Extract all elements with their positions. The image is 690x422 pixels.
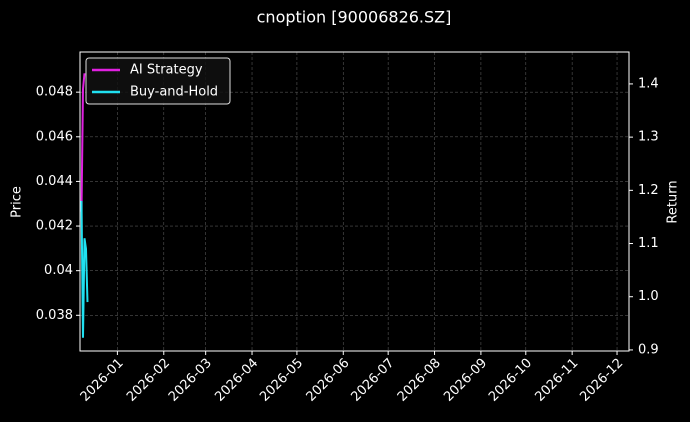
y-tick-label: 0.048	[36, 85, 73, 100]
legend-label: Buy-and-Hold	[130, 85, 218, 100]
plot-frame	[79, 51, 630, 352]
legend-box	[85, 57, 231, 105]
y2-axis-label: Return	[666, 180, 681, 223]
x-tick-label: 2026-01	[78, 356, 127, 405]
x-tick-label: 2026-05	[257, 356, 306, 405]
y-tick-label: 0.046	[36, 129, 73, 144]
y-tick-label: 0.042	[36, 219, 73, 234]
y2-tick-label: 1.4	[638, 76, 659, 91]
x-tick-label: 2026-11	[532, 356, 581, 405]
x-tick-label: 2026-10	[486, 356, 535, 405]
y2-tick-label: 1.0	[638, 289, 659, 304]
x-tick-label: 2026-07	[348, 356, 397, 405]
y-axis-label: Price	[10, 186, 25, 218]
y2-tick-label: 0.9	[638, 342, 659, 357]
x-tick-label: 2026-09	[441, 356, 490, 405]
chart-title: cnoption [90006826.SZ]	[257, 8, 452, 27]
legend: AI Strategy Buy-and-Hold	[85, 57, 231, 105]
y-tick-label: 0.04	[44, 263, 73, 278]
series-line	[80, 73, 86, 212]
y2-tick-label: 1.1	[638, 236, 659, 251]
x-tick-label: 2026-06	[304, 356, 353, 405]
x-tick-label: 2026-02	[124, 356, 173, 405]
x-tick-label: 2026-12	[577, 356, 626, 405]
x-tick-label: 2026-03	[166, 356, 215, 405]
y2-tick-label: 1.3	[638, 130, 659, 145]
y-tick-label: 0.044	[36, 174, 73, 189]
y-tick-label: 0.038	[36, 308, 73, 323]
y2-tick-label: 1.2	[638, 183, 659, 198]
series-line	[80, 200, 89, 338]
x-tick-label: 2026-08	[395, 356, 444, 405]
legend-label: AI Strategy	[130, 63, 203, 78]
x-tick-label: 2026-04	[212, 356, 261, 405]
